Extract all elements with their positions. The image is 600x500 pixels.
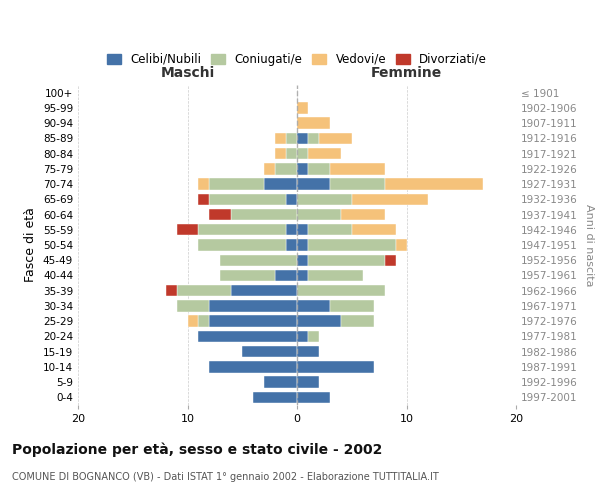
Bar [253,392,297,403]
Bar [199,316,209,327]
Bar [330,300,374,312]
Bar [330,163,385,174]
Bar [308,163,330,174]
Bar [297,102,308,114]
Text: Popolazione per età, sesso e stato civile - 2002: Popolazione per età, sesso e stato civil… [12,442,382,457]
Text: Femmine: Femmine [371,66,442,80]
Bar [297,148,308,160]
Bar [176,285,232,296]
Bar [275,270,297,281]
Bar [297,346,319,358]
Bar [297,163,308,174]
Bar [308,224,352,235]
Bar [308,254,385,266]
Legend: Celibi/Nubili, Coniugati/e, Vedovi/e, Divorziati/e: Celibi/Nubili, Coniugati/e, Vedovi/e, Di… [103,50,491,70]
Bar [297,270,308,281]
Bar [286,148,297,160]
Bar [264,163,275,174]
Bar [297,178,330,190]
Bar [220,254,297,266]
Bar [199,178,209,190]
Bar [209,300,297,312]
Bar [297,316,341,327]
Bar [352,224,395,235]
Bar [209,316,297,327]
Bar [297,224,308,235]
Bar [308,132,319,144]
Bar [264,178,297,190]
Y-axis label: Anni di nascita: Anni di nascita [584,204,594,286]
Bar [297,330,308,342]
Bar [308,270,362,281]
Bar [319,132,352,144]
Bar [308,330,319,342]
Bar [297,254,308,266]
Bar [297,392,330,403]
Bar [297,194,352,205]
Bar [187,316,199,327]
Bar [199,330,297,342]
Bar [385,254,395,266]
Bar [308,240,395,250]
Text: COMUNE DI BOGNANCO (VB) - Dati ISTAT 1° gennaio 2002 - Elaborazione TUTTITALIA.I: COMUNE DI BOGNANCO (VB) - Dati ISTAT 1° … [12,472,439,482]
Bar [275,132,286,144]
Bar [199,224,286,235]
Bar [297,300,330,312]
Bar [199,240,286,250]
Bar [275,163,297,174]
Bar [395,240,407,250]
Text: Maschi: Maschi [160,66,215,80]
Bar [286,132,297,144]
Bar [209,209,232,220]
Bar [264,376,297,388]
Bar [341,316,374,327]
Bar [341,209,385,220]
Bar [297,361,374,372]
Bar [209,194,286,205]
Bar [330,178,385,190]
Bar [209,178,264,190]
Bar [232,209,297,220]
Bar [297,132,308,144]
Bar [220,270,275,281]
Bar [275,148,286,160]
Bar [232,285,297,296]
Y-axis label: Fasce di età: Fasce di età [25,208,37,282]
Bar [166,285,176,296]
Bar [209,361,297,372]
Bar [385,178,483,190]
Bar [242,346,297,358]
Bar [297,209,341,220]
Bar [286,194,297,205]
Bar [286,224,297,235]
Bar [297,118,330,129]
Bar [352,194,428,205]
Bar [297,376,319,388]
Bar [199,194,209,205]
Bar [308,148,341,160]
Bar [176,300,209,312]
Bar [297,240,308,250]
Bar [176,224,199,235]
Bar [286,240,297,250]
Bar [297,285,385,296]
